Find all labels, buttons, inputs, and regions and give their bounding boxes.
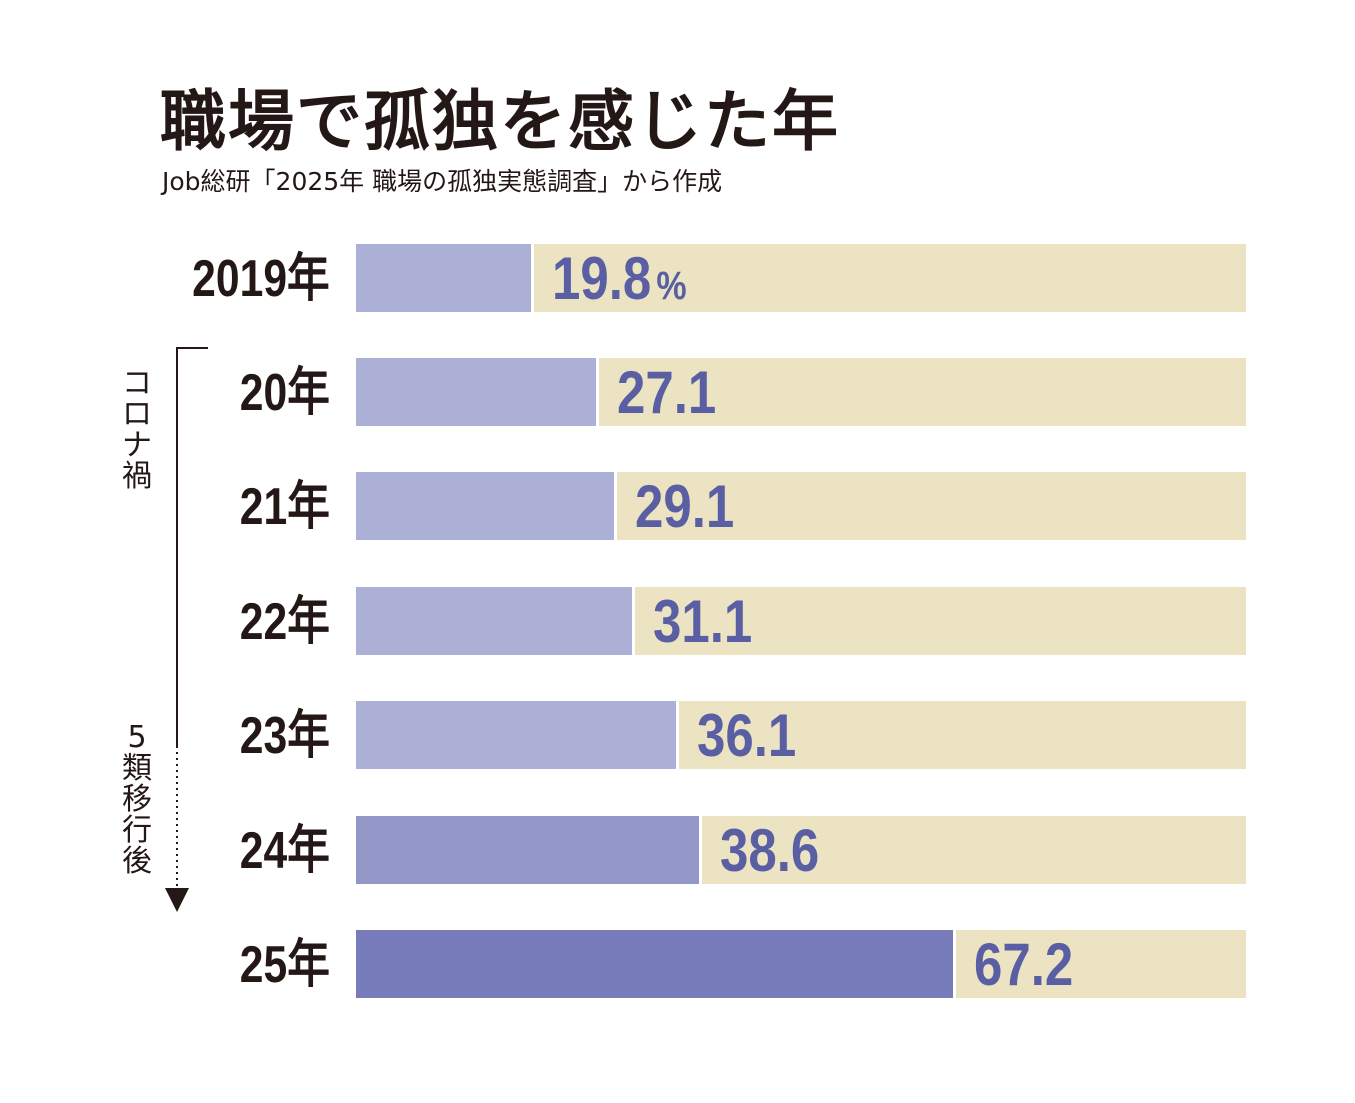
bar-separator [631,587,635,655]
arrow-down-icon [165,888,189,912]
category-label: 24年 [239,822,330,880]
category-label: 22年 [239,593,330,651]
bar [356,701,678,769]
value-label: 31.1 [652,588,753,655]
value-label: 67.2 [974,931,1074,998]
category-label: 20年 [239,364,330,422]
bar [356,244,533,312]
category-label: 21年 [239,478,330,536]
value-label: 29.1 [634,473,735,540]
bar [356,587,633,655]
value-label: 19.8% [552,245,687,312]
bar-separator [676,701,680,769]
chart-source: Job総研「2025年 職場の孤独実態調査」から作成 [162,167,723,196]
bar-separator [596,358,600,426]
category-label: 25年 [239,936,330,994]
value-label: 38.6 [719,817,819,884]
value-label: 27.1 [617,359,717,426]
chart-title: 職場で孤独を感じた年 [160,83,840,160]
bar [356,816,700,884]
bar [356,472,615,540]
category-label: 2019年 [192,250,330,308]
bar [356,930,955,998]
value-label: 36.1 [697,702,797,769]
covid-label: コロナ禍 [122,366,152,494]
bar-separator [953,930,957,998]
bar-separator [613,472,617,540]
category-label: 23年 [239,707,330,765]
bar-separator [531,244,535,312]
bar [356,358,598,426]
unit-label: % [656,264,687,308]
bar-separator [698,816,702,884]
